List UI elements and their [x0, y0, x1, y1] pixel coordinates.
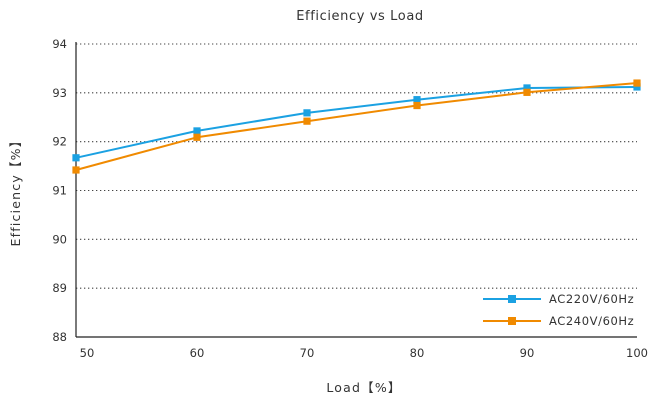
legend-label-ac240v-60hz: AC240V/60Hz: [549, 314, 634, 328]
point-ac240v-60hz-100: [633, 79, 641, 87]
point-ac220v-60hz-70: [303, 109, 311, 117]
grid-lines: [76, 43, 637, 289]
y-tick-94: 94: [52, 37, 67, 51]
chart-title: Efficiency vs Load: [296, 9, 424, 24]
point-ac240v-60hz-70: [303, 117, 311, 125]
point-ac220v-60hz-90: [523, 84, 531, 92]
point-ac240v-60hz-80: [413, 101, 421, 110]
point-ac240v-60hz-49: [72, 166, 80, 174]
x-tick-100: 100: [626, 346, 648, 360]
point-ac220v-60hz-100: [633, 83, 641, 91]
x-tick-labels: 50 60 70 80 90 100: [80, 346, 648, 360]
point-ac220v-60hz-60: [193, 127, 201, 135]
y-tick-92: 92: [52, 135, 67, 149]
point-ac220v-60hz-80: [413, 96, 421, 104]
series-line-ac240v-60hz: [75, 82, 638, 171]
series-lines: [72, 79, 641, 174]
y-tick-91: 91: [52, 184, 67, 198]
x-tick-60: 60: [190, 346, 205, 360]
y-tick-88: 88: [52, 330, 67, 344]
y-axis-label: Efficiency【%】: [8, 134, 23, 247]
point-ac240v-60hz-90: [523, 88, 531, 96]
x-tick-50: 50: [80, 346, 95, 360]
point-ac220v-60hz-49: [72, 154, 80, 162]
x-tick-70: 70: [300, 346, 315, 360]
x-tick-80: 80: [410, 346, 425, 360]
point-ac240v-60hz-60: [193, 133, 201, 141]
legend-marker-ac220v-60hz: [508, 295, 516, 303]
y-tick-labels: 88 89 90 91 92 93 94: [52, 37, 67, 344]
legend: AC220V/60Hz AC240V/60Hz: [483, 292, 634, 328]
x-axis-label: Load【%】: [326, 380, 401, 395]
y-tick-90: 90: [52, 232, 67, 246]
legend-label-ac220v-60hz: AC220V/60Hz: [549, 292, 634, 306]
y-tick-93: 93: [52, 86, 67, 100]
axes: [75, 42, 637, 338]
series-line-ac220v-60hz: [75, 86, 638, 159]
x-tick-90: 90: [520, 346, 535, 360]
legend-marker-ac240v-60hz: [508, 317, 516, 325]
y-tick-89: 89: [52, 281, 67, 295]
